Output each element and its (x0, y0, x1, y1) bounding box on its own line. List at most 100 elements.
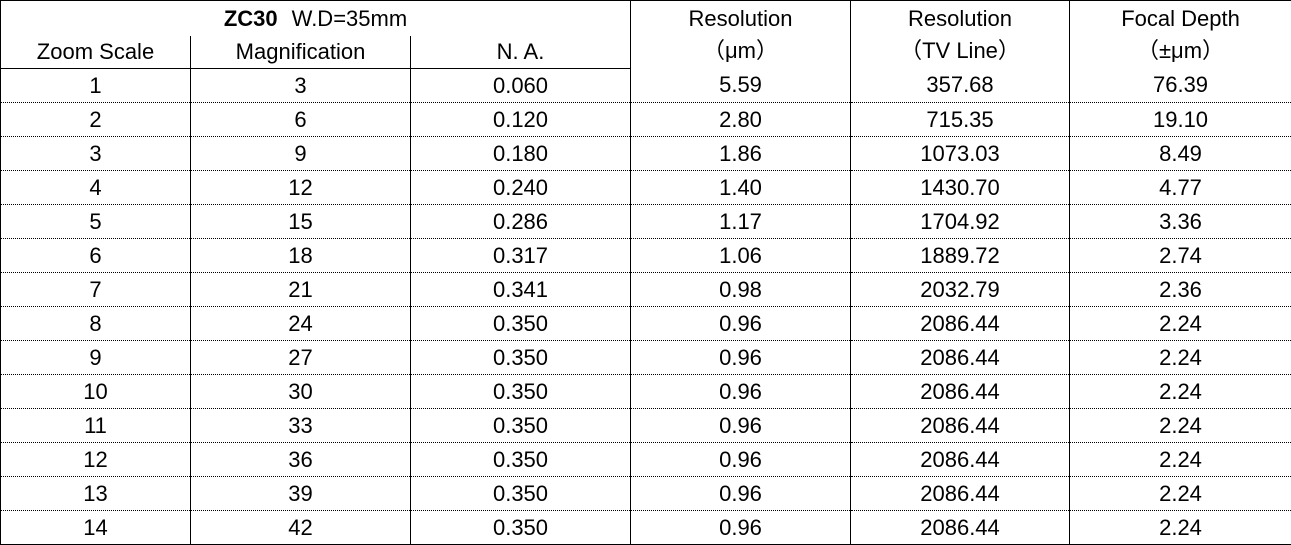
data-row: 14 42 0.350 0.96 2086.44 2.24 (0, 510, 1291, 545)
table-cell: 19.10 (1069, 102, 1291, 137)
table-cell: 0.350 (409, 510, 632, 545)
table-cell: 33 (190, 408, 411, 443)
data-row: 7 21 0.341 0.98 2032.79 2.36 (0, 272, 1291, 307)
table-cell: 2086.44 (850, 374, 1071, 409)
table-cell: 2.24 (1069, 476, 1291, 511)
table-cell: 24 (190, 306, 411, 341)
table-cell: 5.59 (630, 68, 852, 103)
table-cell: 11 (0, 408, 191, 443)
table-cell: 0.96 (630, 510, 852, 545)
data-row: 1 3 0.060 5.59 357.68 76.39 (0, 68, 1291, 103)
data-row: 8 24 0.350 0.96 2086.44 2.24 (0, 306, 1291, 341)
table-cell: 1704.92 (850, 204, 1071, 239)
table-cell: 9 (0, 340, 191, 375)
table-cell: 2.24 (1069, 374, 1291, 409)
column-header: Magnification (190, 36, 411, 69)
table-cell: 15 (190, 204, 411, 239)
table-cell: 21 (190, 272, 411, 307)
table-cell: 18 (190, 238, 411, 273)
table-cell: 0.317 (409, 238, 632, 273)
table-cell: 0.350 (409, 374, 632, 409)
column-unit: （±μm） (1136, 37, 1225, 63)
table-cell: 1073.03 (850, 136, 1071, 171)
column-unit: （TV Line） (900, 37, 1020, 63)
table-cell: 2.24 (1069, 306, 1291, 341)
table-cell: 14 (0, 510, 191, 545)
data-row: 11 33 0.350 0.96 2086.44 2.24 (0, 408, 1291, 443)
table-cell: 0.96 (630, 408, 852, 443)
column-header: Focal Depth （±μm） (1069, 0, 1291, 69)
data-row: 4 12 0.240 1.40 1430.70 4.77 (0, 170, 1291, 205)
table-cell: 1.86 (630, 136, 852, 171)
table-cell: 0.350 (409, 408, 632, 443)
header-row: ZC30 W.D=35mm Resolution （μm） Resolution （TV … (0, 0, 1291, 69)
table-cell: 0.180 (409, 136, 632, 171)
table-cell: 2.24 (1069, 442, 1291, 477)
table-cell: 0.120 (409, 102, 632, 137)
table-cell: 76.39 (1069, 68, 1291, 103)
table-cell: 36 (190, 442, 411, 477)
table-cell: 0.96 (630, 340, 852, 375)
table-cell: 3 (0, 136, 191, 171)
table-cell: 39 (190, 476, 411, 511)
table-cell: 0.240 (409, 170, 632, 205)
table-cell: 2.74 (1069, 238, 1291, 273)
table-cell: 2032.79 (850, 272, 1071, 307)
table-cell: 1430.70 (850, 170, 1071, 205)
table-cell: 3 (190, 68, 411, 103)
data-row: 5 15 0.286 1.17 1704.92 3.36 (0, 204, 1291, 239)
table-cell: 9 (190, 136, 411, 171)
table-cell: 0.98 (630, 272, 852, 307)
table-cell: 715.35 (850, 102, 1071, 137)
column-header: Resolution （μm） (630, 0, 852, 69)
table-cell: 2086.44 (850, 340, 1071, 375)
table-cell: 0.350 (409, 340, 632, 375)
table-cell: 2086.44 (850, 306, 1071, 341)
working-distance: W.D=35mm (291, 5, 408, 31)
data-row: 2 6 0.120 2.80 715.35 19.10 (0, 102, 1291, 137)
table-cell: 0.341 (409, 272, 632, 307)
table-cell: 6 (0, 238, 191, 273)
table-cell: 2.24 (1069, 510, 1291, 545)
table-cell: 30 (190, 374, 411, 409)
table-cell: 2086.44 (850, 510, 1071, 545)
table-cell: 4 (0, 170, 191, 205)
table-cell: 357.68 (850, 68, 1071, 103)
table-cell: 2.24 (1069, 408, 1291, 443)
table-cell: 1889.72 (850, 238, 1071, 273)
table-cell: 2.80 (630, 102, 852, 137)
table-cell: 10 (0, 374, 191, 409)
table-cell: 1.17 (630, 204, 852, 239)
column-header: Resolution （TV Line） (850, 0, 1071, 69)
table-cell: 6 (190, 102, 411, 137)
column-header: N. A. (409, 36, 632, 69)
model-name: ZC30 (223, 5, 278, 31)
table-cell: 1 (0, 68, 191, 103)
table-cell: 0.96 (630, 442, 852, 477)
table-cell: 42 (190, 510, 411, 545)
table-cell: 12 (190, 170, 411, 205)
table-cell: 0.350 (409, 306, 632, 341)
column-unit: （μm） (703, 37, 779, 63)
data-row: 13 39 0.350 0.96 2086.44 2.24 (0, 476, 1291, 511)
table-cell: 0.286 (409, 204, 632, 239)
column-header: Zoom Scale (0, 36, 191, 69)
data-row: 9 27 0.350 0.96 2086.44 2.24 (0, 340, 1291, 375)
table-cell: 2086.44 (850, 442, 1071, 477)
table-cell: 2.36 (1069, 272, 1291, 307)
table-cell: 2 (0, 102, 191, 137)
table-cell: 0.060 (409, 68, 632, 103)
data-row: 3 9 0.180 1.86 1073.03 8.49 (0, 136, 1291, 171)
table-cell: 3.36 (1069, 204, 1291, 239)
data-row: 12 36 0.350 0.96 2086.44 2.24 (0, 442, 1291, 477)
table-cell: 1.06 (630, 238, 852, 273)
header-row: Zoom Scale Magnification N. A. (0, 36, 1291, 69)
table-cell: 5 (0, 204, 191, 239)
table-cell: 0.350 (409, 442, 632, 477)
table-cell: 2.24 (1069, 340, 1291, 375)
table-cell: 13 (0, 476, 191, 511)
table-cell: 0.350 (409, 476, 632, 511)
table-cell: 7 (0, 272, 191, 307)
table-cell: 0.96 (630, 476, 852, 511)
